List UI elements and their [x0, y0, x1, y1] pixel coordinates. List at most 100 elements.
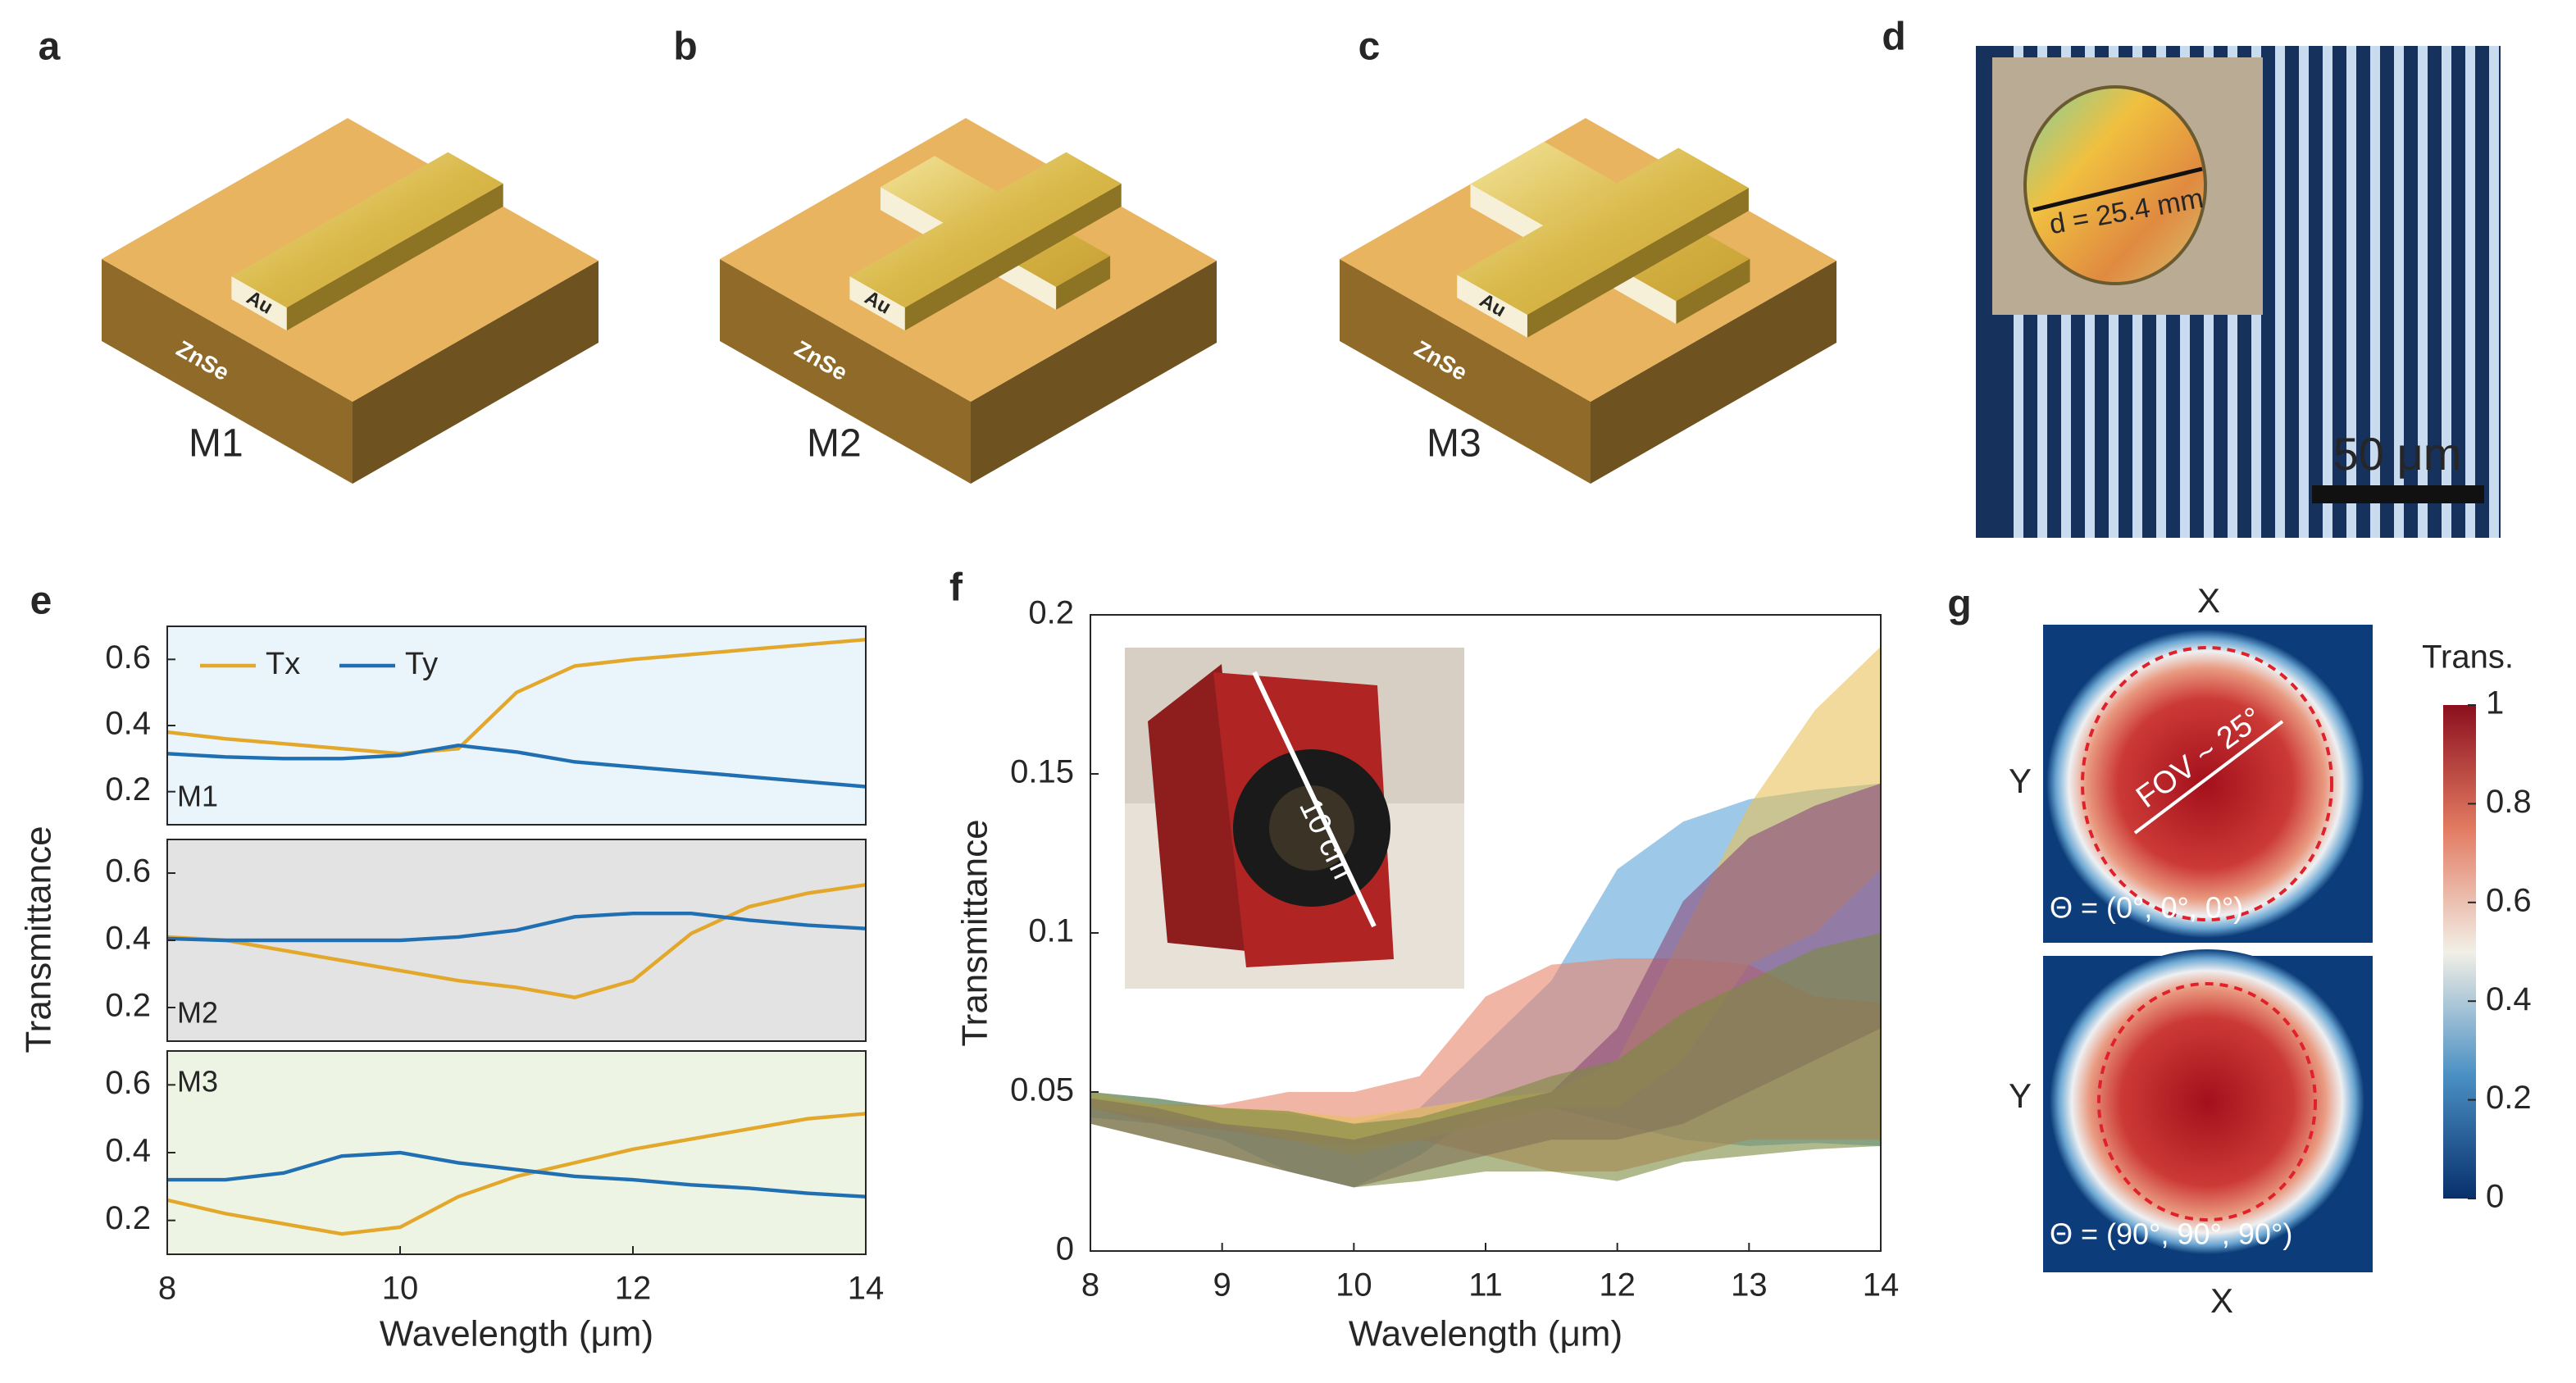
- plot-background: [167, 626, 866, 825]
- fov-arrow: [2133, 720, 2284, 835]
- y-tick-label: 0.4: [105, 921, 151, 957]
- y-tick-label: 0.4: [105, 706, 151, 742]
- x-tick-label: 13: [1731, 1267, 1768, 1303]
- y-tick-label: 0.15: [1010, 754, 1074, 790]
- line: [166, 1112, 867, 1236]
- y-tick-label: 0.6: [105, 853, 151, 889]
- substrate-left: [1340, 259, 1591, 484]
- y-tick-label: 0.1: [1028, 913, 1074, 949]
- grating-line: [2489, 46, 2499, 538]
- fov-circle: [2081, 646, 2333, 921]
- lens: [2023, 85, 2207, 285]
- metal-side: [286, 183, 503, 331]
- metal-top: [849, 152, 1122, 308]
- metal-front: [849, 275, 905, 331]
- colorbar-label: Trans.: [2422, 639, 2514, 676]
- y-tick-label: 0.2: [1028, 595, 1074, 631]
- panel-label: c: [1359, 25, 1381, 69]
- panel-label: g: [1947, 583, 1971, 626]
- colorbar: [2443, 705, 2476, 1199]
- grating-line: [2299, 46, 2309, 538]
- annotation: M1: [177, 780, 218, 813]
- substrate-right: [1591, 261, 1836, 484]
- y-tick-label: 0: [1056, 1231, 1074, 1267]
- diameter-arrow: [2032, 166, 2203, 212]
- panel-label: a: [39, 25, 61, 69]
- x-tick-label: 12: [615, 1271, 652, 1307]
- metal-front: [231, 275, 287, 331]
- colorbar-tick-label: 0.4: [2486, 981, 2532, 1017]
- x-tick-label: 8: [1081, 1267, 1099, 1303]
- substrate-right: [971, 261, 1217, 484]
- plot-background: [167, 1051, 866, 1254]
- x-axis-label: X: [2197, 581, 2220, 620]
- lens: [1269, 785, 1354, 871]
- y-axis-label: Transmittance: [955, 819, 995, 1046]
- legend-label: Tx: [266, 647, 300, 681]
- grating-line: [2323, 46, 2333, 538]
- y-tick-label: 0.05: [1010, 1072, 1074, 1108]
- grating-line: [2442, 46, 2451, 538]
- metal-side: [904, 183, 1122, 331]
- annotation: M2: [177, 996, 218, 1030]
- metal-side: [1527, 188, 1749, 338]
- x-tick-label: 9: [1213, 1267, 1231, 1303]
- colorbar-tick-label: 0.2: [2486, 1080, 2532, 1116]
- grating-line: [2394, 46, 2404, 538]
- y-tick-label: 0.4: [105, 1133, 151, 1169]
- y-axis-label: Transmittance: [19, 826, 59, 1053]
- metal-side: [1056, 256, 1111, 310]
- colorbar-tick-label: 0.8: [2486, 784, 2532, 820]
- grating-line: [2370, 46, 2380, 538]
- line: [166, 912, 867, 943]
- panel-label: f: [949, 566, 963, 610]
- orientation-label: Θ = (90°, 90°, 90°): [2050, 1217, 2292, 1251]
- y-axis-label: Y: [2009, 762, 2032, 800]
- y-axis-label: Y: [2009, 1076, 2032, 1115]
- line: [166, 743, 867, 789]
- x-tick-label: 14: [1863, 1267, 1900, 1303]
- model-label: M1: [189, 422, 243, 466]
- y-tick-label: 0.2: [105, 771, 151, 808]
- y-tick-label: 0.6: [105, 1065, 151, 1101]
- panel-label: d: [1882, 16, 1905, 59]
- x-axis-label: Wavelength (μm): [380, 1314, 653, 1354]
- metal-front: [1457, 275, 1527, 338]
- x-tick-label: 11: [1468, 1267, 1503, 1303]
- panel-label: e: [30, 580, 52, 623]
- x-tick-label: 10: [1336, 1267, 1372, 1303]
- grating-line: [2346, 46, 2356, 538]
- fov-circle: [2097, 982, 2317, 1221]
- colorbar-tick-label: 0.6: [2486, 882, 2532, 918]
- annotation: M3: [177, 1065, 218, 1099]
- x-axis-label: X: [2210, 1281, 2233, 1320]
- beam-spot: [2046, 630, 2364, 938]
- x-tick-label: 8: [158, 1271, 176, 1307]
- y-tick-label: 0.6: [105, 639, 151, 676]
- micrograph: d = 25.4 mm 50 μm: [1976, 46, 2501, 538]
- x-tick-label: 14: [848, 1271, 885, 1307]
- scale-bar: [2312, 485, 2484, 503]
- y-tick-label: 0.2: [105, 1200, 151, 1236]
- legend-label: Ty: [405, 647, 438, 681]
- substrate-left: [720, 259, 971, 484]
- line: [166, 637, 867, 756]
- x-tick-label: 10: [382, 1271, 419, 1307]
- model-label: M2: [807, 422, 862, 466]
- size-arrow: [1252, 671, 1377, 928]
- model-label: M3: [1427, 422, 1481, 466]
- y-tick-label: 0.2: [105, 988, 151, 1024]
- grating-line: [2275, 46, 2285, 538]
- band: [1090, 933, 1881, 1188]
- line: [167, 1150, 867, 1199]
- metal-top: [231, 152, 503, 308]
- colorbar-tick-label: 1: [2486, 685, 2504, 721]
- substrate-right: [353, 261, 598, 484]
- inset-photo: [1125, 648, 1464, 989]
- metal-top: [1457, 148, 1749, 315]
- beam-spot: [2050, 949, 2364, 1254]
- heatmaps: FOV ~ 25° Θ = (0°, 0°, 0°) Θ = (90°, 90°…: [2009, 581, 2514, 1320]
